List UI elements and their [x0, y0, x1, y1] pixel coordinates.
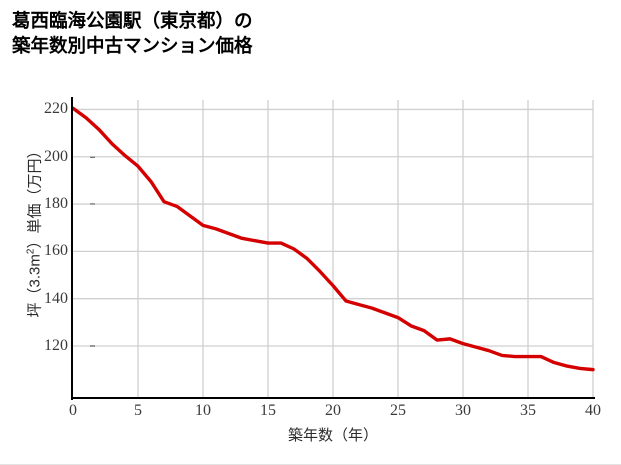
- y-axis-title-pre: 坪（3.3m: [26, 254, 44, 318]
- series-line: [71, 106, 595, 372]
- x-axis-tick-label: 30: [455, 402, 471, 419]
- y-axis-spine: [71, 97, 74, 400]
- y-axis-title-superscript: 2: [25, 248, 37, 255]
- y-axis-tick-label: 160: [44, 242, 68, 260]
- y-axis-title-post: ）単価（万円）: [26, 143, 44, 249]
- y-axis-tick-label: 200: [44, 147, 68, 165]
- y-axis-tick-label: 140: [44, 289, 68, 307]
- x-axis-tick-label: 15: [260, 402, 276, 419]
- price-line-series: [71, 106, 595, 372]
- x-axis-tick-label: 20: [325, 402, 341, 419]
- x-axis-tick-label: 35: [520, 402, 536, 419]
- x-axis-tick-label: 5: [134, 402, 142, 419]
- x-axis-title: 築年数（年）: [287, 427, 378, 444]
- y-axis-tick-label: 120: [44, 336, 68, 354]
- chart-title: 葛西臨海公園駅（東京都）の 築年数別中古マンション価格: [12, 10, 253, 57]
- x-axis-tick-label: 25: [390, 402, 406, 419]
- x-axis-tick-label: 10: [195, 402, 211, 419]
- plot-area: [71, 100, 595, 398]
- y-axis-tick-label: 180: [44, 195, 68, 213]
- x-axis-spine: [71, 397, 595, 400]
- y-axis-title: 坪（3.3m2）単価（万円）: [24, 101, 45, 361]
- x-axis-tick-label: 40: [585, 402, 601, 419]
- y-axis-tick-label: 220: [44, 100, 68, 118]
- y-axis-tick-labels: 120 140 160 180 200 220: [24, 0, 95, 465]
- x-axis-tick-label: 0: [69, 402, 77, 419]
- grid-lines: [73, 100, 594, 398]
